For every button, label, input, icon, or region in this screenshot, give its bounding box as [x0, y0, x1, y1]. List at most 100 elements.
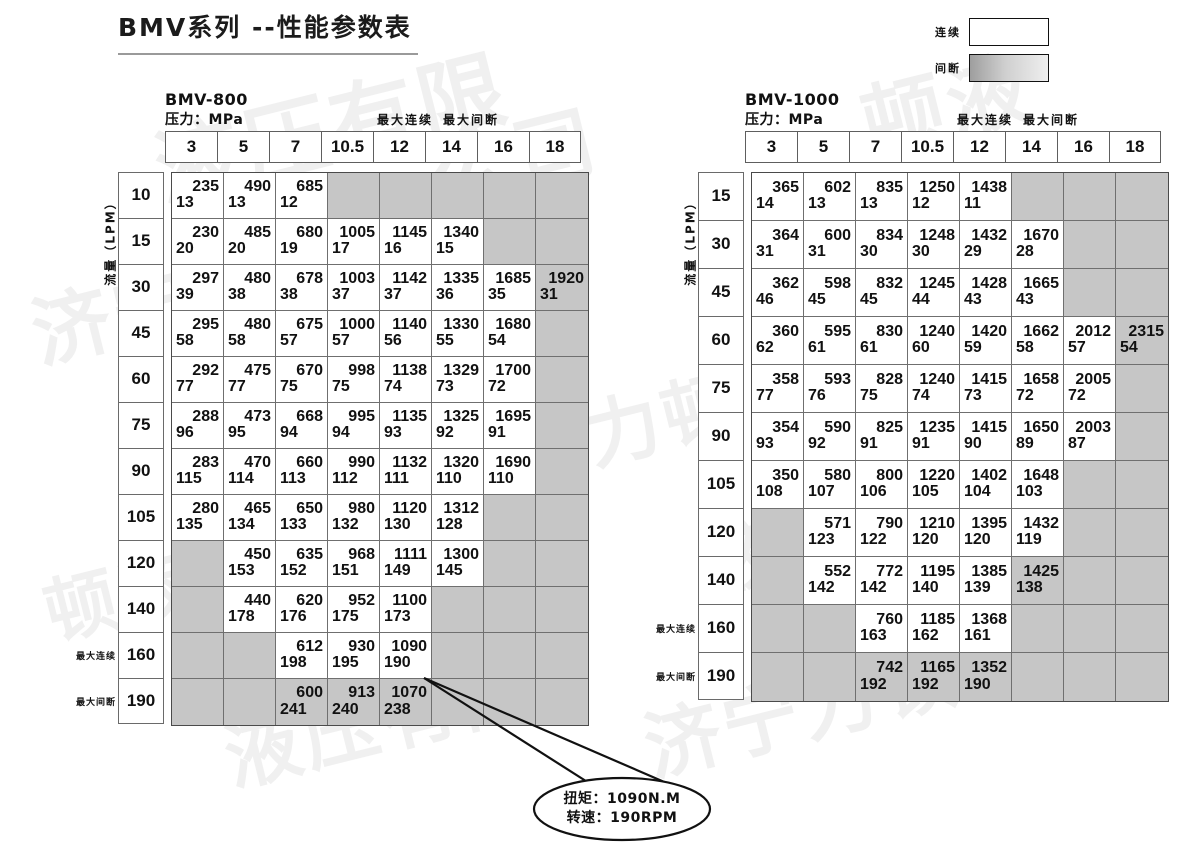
table-cell[interactable]: 830 61: [856, 316, 908, 365]
table-cell[interactable]: [536, 448, 588, 495]
table-cell[interactable]: [172, 678, 224, 725]
table-cell[interactable]: [752, 604, 804, 653]
table-cell[interactable]: 1235 91: [908, 412, 960, 461]
table-cell[interactable]: 1240 74: [908, 364, 960, 413]
table-cell[interactable]: 2003 87: [1064, 412, 1116, 461]
bmv-1000-pressure-col-12[interactable]: 12: [953, 130, 1005, 163]
table-cell[interactable]: 571 123: [804, 508, 856, 557]
table-cell[interactable]: [1064, 652, 1116, 701]
table-cell[interactable]: [484, 586, 536, 633]
bmv-1000-flow-row-60[interactable]: 60: [698, 315, 744, 364]
bmv-800-flow-row-60[interactable]: 60: [118, 355, 164, 402]
table-cell[interactable]: 1920 31: [536, 264, 588, 311]
table-cell[interactable]: 283 115: [172, 448, 224, 495]
table-cell[interactable]: 1240 60: [908, 316, 960, 365]
table-cell[interactable]: [1116, 172, 1168, 221]
table-cell[interactable]: 650 133: [276, 494, 328, 541]
bmv-800-flow-row-90[interactable]: 90: [118, 447, 164, 494]
table-cell[interactable]: 473 95: [224, 402, 276, 449]
bmv-1000-flow-row-160[interactable]: 160: [698, 603, 744, 652]
table-cell[interactable]: 995 94: [328, 402, 380, 449]
table-cell[interactable]: [752, 508, 804, 557]
table-cell[interactable]: 470 114: [224, 448, 276, 495]
bmv-800-pressure-col-3[interactable]: 3: [165, 130, 217, 163]
bmv-800-flow-row-75[interactable]: 75: [118, 401, 164, 448]
table-cell[interactable]: 1385 139: [960, 556, 1012, 605]
table-cell[interactable]: [536, 356, 588, 403]
bmv-800-pressure-col-7[interactable]: 7: [269, 130, 321, 163]
table-cell[interactable]: 1140 56: [380, 310, 432, 357]
table-cell[interactable]: [536, 678, 588, 725]
table-cell[interactable]: 678 38: [276, 264, 328, 311]
table-cell[interactable]: 1005 17: [328, 218, 380, 265]
table-cell[interactable]: 998 75: [328, 356, 380, 403]
bmv-1000-flow-row-190[interactable]: 190: [698, 651, 744, 700]
table-cell[interactable]: [1012, 652, 1064, 701]
table-cell[interactable]: 600 241: [276, 678, 328, 725]
table-cell[interactable]: 1352 190: [960, 652, 1012, 701]
table-cell[interactable]: 930 195: [328, 632, 380, 679]
table-cell[interactable]: 1165 192: [908, 652, 960, 701]
table-cell[interactable]: [484, 172, 536, 219]
table-cell[interactable]: 1438 11: [960, 172, 1012, 221]
table-cell[interactable]: 365 14: [752, 172, 804, 221]
table-cell[interactable]: 832 45: [856, 268, 908, 317]
table-cell[interactable]: 675 57: [276, 310, 328, 357]
bmv-1000-pressure-col-18[interactable]: 18: [1109, 130, 1161, 163]
table-cell[interactable]: [380, 172, 432, 219]
table-cell[interactable]: 480 58: [224, 310, 276, 357]
table-cell[interactable]: [484, 494, 536, 541]
table-cell[interactable]: [1064, 268, 1116, 317]
table-cell[interactable]: 1428 43: [960, 268, 1012, 317]
bmv-1000-pressure-col-10.5[interactable]: 10.5: [901, 130, 953, 163]
table-cell[interactable]: 1312 128: [432, 494, 484, 541]
table-cell[interactable]: 1000 57: [328, 310, 380, 357]
table-cell[interactable]: 612 198: [276, 632, 328, 679]
table-cell[interactable]: 1690 110: [484, 448, 536, 495]
table-cell[interactable]: 490 13: [224, 172, 276, 219]
bmv-800-flow-row-190[interactable]: 190: [118, 677, 164, 724]
bmv-1000-flow-row-140[interactable]: 140: [698, 555, 744, 604]
bmv-1000-flow-row-30[interactable]: 30: [698, 219, 744, 268]
table-cell[interactable]: 1100 173: [380, 586, 432, 633]
table-cell[interactable]: [1064, 220, 1116, 269]
table-cell[interactable]: 2005 72: [1064, 364, 1116, 413]
table-cell[interactable]: [432, 678, 484, 725]
table-cell[interactable]: 668 94: [276, 402, 328, 449]
table-cell[interactable]: 364 31: [752, 220, 804, 269]
table-cell[interactable]: 834 30: [856, 220, 908, 269]
bmv-800-flow-row-160[interactable]: 160: [118, 631, 164, 678]
table-cell[interactable]: 590 92: [804, 412, 856, 461]
table-cell[interactable]: 952 175: [328, 586, 380, 633]
table-cell[interactable]: 552 142: [804, 556, 856, 605]
bmv-800-flow-row-10[interactable]: 10: [118, 171, 164, 218]
table-cell[interactable]: [484, 632, 536, 679]
table-cell[interactable]: 1658 72: [1012, 364, 1064, 413]
bmv-1000-pressure-col-14[interactable]: 14: [1005, 130, 1057, 163]
bmv-1000-flow-row-105[interactable]: 105: [698, 459, 744, 508]
table-cell[interactable]: [536, 218, 588, 265]
table-cell[interactable]: [484, 678, 536, 725]
table-cell[interactable]: 297 39: [172, 264, 224, 311]
bmv-1000-flow-row-120[interactable]: 120: [698, 507, 744, 556]
table-cell[interactable]: 635 152: [276, 540, 328, 587]
table-cell[interactable]: 295 58: [172, 310, 224, 357]
table-cell[interactable]: 360 62: [752, 316, 804, 365]
bmv-800-pressure-col-18[interactable]: 18: [529, 130, 581, 163]
table-cell[interactable]: 2012 57: [1064, 316, 1116, 365]
table-cell[interactable]: 358 77: [752, 364, 804, 413]
table-cell[interactable]: 1695 91: [484, 402, 536, 449]
table-cell[interactable]: [432, 632, 484, 679]
table-cell[interactable]: 913 240: [328, 678, 380, 725]
table-cell[interactable]: 235 13: [172, 172, 224, 219]
table-cell[interactable]: [536, 632, 588, 679]
table-cell[interactable]: 1395 120: [960, 508, 1012, 557]
table-cell[interactable]: 280 135: [172, 494, 224, 541]
table-cell[interactable]: 760 163: [856, 604, 908, 653]
table-cell[interactable]: 1248 30: [908, 220, 960, 269]
table-cell[interactable]: 1145 16: [380, 218, 432, 265]
table-cell[interactable]: 600 31: [804, 220, 856, 269]
table-cell[interactable]: 350 108: [752, 460, 804, 509]
table-cell[interactable]: 475 77: [224, 356, 276, 403]
bmv-800-flow-row-105[interactable]: 105: [118, 493, 164, 540]
